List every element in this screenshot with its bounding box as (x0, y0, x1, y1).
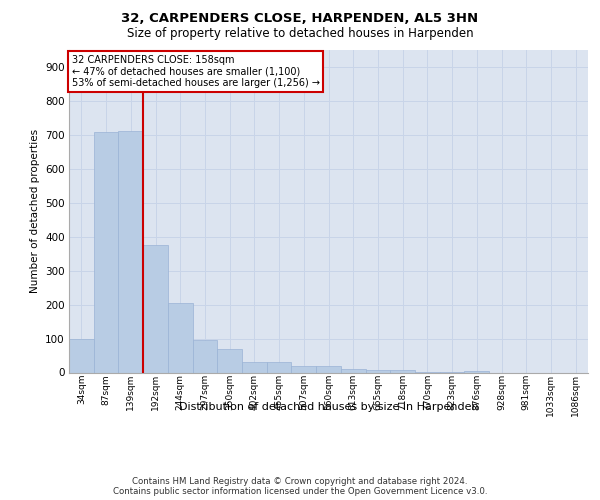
Bar (365, 370, 390, 372)
Text: 32 CARPENDERS CLOSE: 158sqm
← 47% of detached houses are smaller (1,100)
53% of : 32 CARPENDERS CLOSE: 158sqm ← 47% of det… (71, 55, 320, 88)
Text: Size of property relative to detached houses in Harpenden: Size of property relative to detached ho… (127, 28, 473, 40)
Bar (242, 362, 267, 372)
Bar (316, 366, 341, 372)
Bar (69, 338, 94, 372)
Bar (193, 340, 217, 372)
Bar (464, 371, 489, 372)
Bar (341, 369, 365, 372)
Bar (267, 362, 292, 372)
Text: Contains HM Land Registry data © Crown copyright and database right 2024.
Contai: Contains HM Land Registry data © Crown c… (113, 476, 487, 496)
Bar (390, 370, 415, 372)
Bar (143, 245, 168, 372)
Bar (217, 348, 242, 372)
Y-axis label: Number of detached properties: Number of detached properties (29, 129, 40, 294)
Bar (292, 366, 316, 372)
Bar (118, 131, 143, 372)
Text: Distribution of detached houses by size in Harpenden: Distribution of detached houses by size … (179, 402, 479, 412)
Bar (168, 303, 193, 372)
Text: 32, CARPENDERS CLOSE, HARPENDEN, AL5 3HN: 32, CARPENDERS CLOSE, HARPENDEN, AL5 3HN (121, 12, 479, 26)
Bar (94, 132, 118, 372)
